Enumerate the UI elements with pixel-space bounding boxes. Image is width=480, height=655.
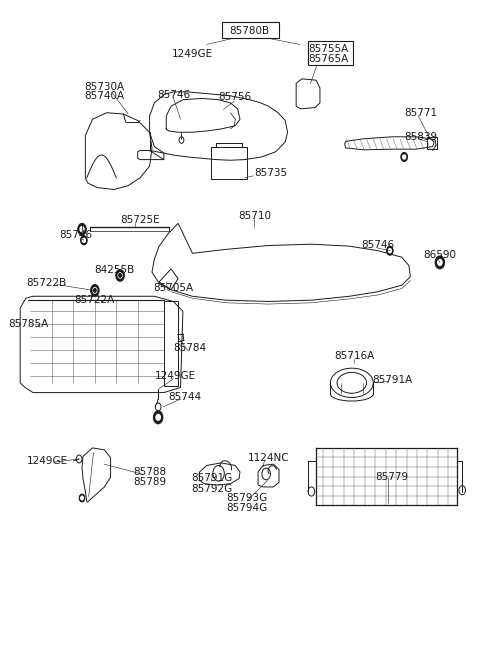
Text: 85705A: 85705A bbox=[153, 284, 193, 293]
Text: 85771: 85771 bbox=[404, 107, 437, 118]
Circle shape bbox=[116, 270, 124, 281]
Text: 85716A: 85716A bbox=[334, 351, 374, 361]
Circle shape bbox=[78, 223, 86, 235]
Text: 85756: 85756 bbox=[219, 92, 252, 102]
Text: 85779: 85779 bbox=[376, 472, 409, 482]
Circle shape bbox=[386, 246, 393, 255]
Circle shape bbox=[93, 288, 97, 293]
Text: 85755A: 85755A bbox=[308, 44, 348, 54]
Text: 85740A: 85740A bbox=[84, 92, 124, 102]
Circle shape bbox=[80, 227, 84, 232]
Text: 85710: 85710 bbox=[238, 210, 271, 221]
Circle shape bbox=[403, 155, 406, 159]
Circle shape bbox=[79, 494, 85, 502]
Text: 85722B: 85722B bbox=[26, 278, 66, 288]
Circle shape bbox=[156, 415, 160, 421]
Text: 85722A: 85722A bbox=[75, 295, 115, 305]
Circle shape bbox=[81, 496, 84, 500]
Circle shape bbox=[94, 288, 96, 292]
Circle shape bbox=[177, 119, 184, 130]
Text: 1249GE: 1249GE bbox=[27, 456, 68, 466]
Text: 85765A: 85765A bbox=[308, 54, 348, 64]
Text: 85785A: 85785A bbox=[8, 318, 48, 329]
Circle shape bbox=[119, 274, 121, 277]
Circle shape bbox=[81, 236, 87, 245]
Text: 85839: 85839 bbox=[404, 132, 437, 141]
Text: 85794G: 85794G bbox=[227, 504, 268, 514]
Text: 85780B: 85780B bbox=[229, 26, 270, 37]
Text: 85791A: 85791A bbox=[372, 375, 412, 384]
Circle shape bbox=[388, 249, 391, 253]
Text: 85788: 85788 bbox=[133, 467, 166, 477]
Text: 85725E: 85725E bbox=[120, 215, 160, 225]
Circle shape bbox=[154, 411, 163, 424]
Text: 85793G: 85793G bbox=[227, 493, 268, 503]
Circle shape bbox=[179, 122, 182, 127]
Circle shape bbox=[120, 274, 121, 276]
Circle shape bbox=[118, 272, 122, 278]
Text: 1249GE: 1249GE bbox=[155, 371, 196, 381]
FancyBboxPatch shape bbox=[222, 22, 279, 38]
Text: 84255B: 84255B bbox=[94, 265, 134, 275]
Text: 85744: 85744 bbox=[168, 392, 202, 402]
Text: 85791G: 85791G bbox=[191, 474, 232, 483]
Circle shape bbox=[435, 256, 444, 269]
Circle shape bbox=[94, 290, 96, 291]
Text: 86590: 86590 bbox=[423, 250, 456, 259]
Polygon shape bbox=[166, 98, 240, 132]
Text: 85784: 85784 bbox=[173, 343, 206, 353]
Circle shape bbox=[438, 259, 442, 265]
Text: 1249GE: 1249GE bbox=[172, 49, 213, 59]
Text: 1124NC: 1124NC bbox=[248, 453, 289, 462]
Circle shape bbox=[83, 238, 85, 242]
Text: 85735: 85735 bbox=[254, 168, 288, 178]
Text: 85746: 85746 bbox=[157, 90, 190, 100]
Circle shape bbox=[91, 284, 99, 296]
Text: 85789: 85789 bbox=[133, 477, 166, 487]
Text: 85746: 85746 bbox=[361, 240, 395, 250]
Text: 85730A: 85730A bbox=[84, 82, 124, 92]
Text: 85746: 85746 bbox=[59, 230, 92, 240]
Circle shape bbox=[401, 153, 408, 162]
Text: 85792G: 85792G bbox=[191, 484, 232, 494]
FancyBboxPatch shape bbox=[308, 41, 353, 65]
